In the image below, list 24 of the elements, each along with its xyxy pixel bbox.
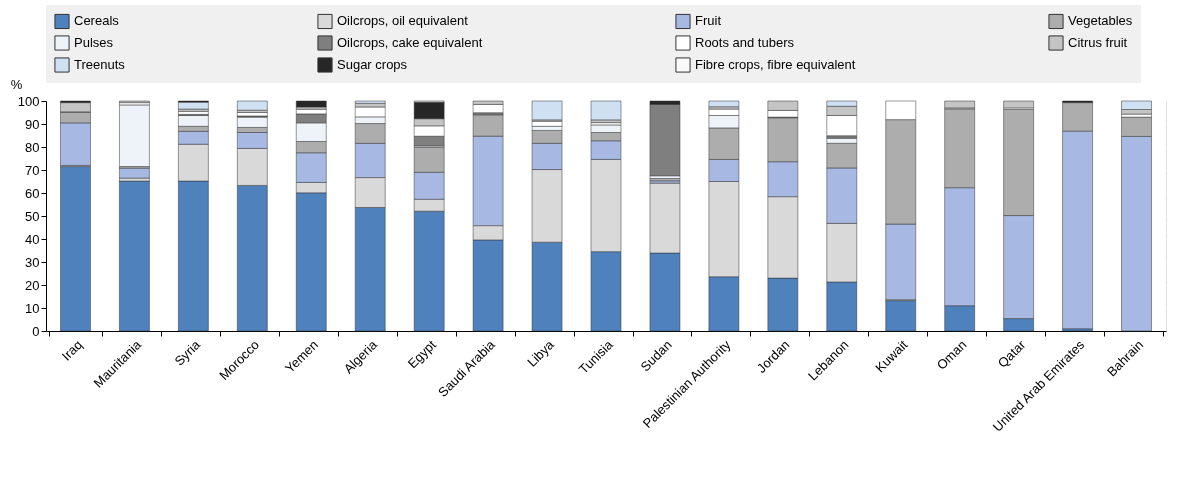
y-tick-label: 90 [25, 116, 40, 132]
legend-label: Cereals [74, 13, 120, 29]
legend-label: Oilcrops, oil equivalent [337, 13, 469, 29]
legend-label: Sugar crops [337, 57, 408, 72]
y-tick-label: 100 [17, 93, 40, 109]
legend-label: Oilcrops, cake equivalent [337, 35, 483, 50]
legend-label: Citrus fruit [1068, 35, 1128, 50]
legend-label: Fruit [695, 13, 722, 29]
y-tick-label: 40 [25, 231, 40, 247]
y-tick-label: 10 [25, 300, 40, 316]
x-tick-label: Iraq [58, 337, 86, 364]
legend-label: Vegetables [1068, 13, 1133, 29]
legend-label: Fibre crops, fibre equivalent [695, 57, 856, 72]
y-tick-label: 0 [32, 323, 40, 339]
y-tick-label: 70 [25, 162, 40, 178]
y-tick-label: 30 [25, 254, 40, 270]
legend-label: Pulses [74, 35, 114, 50]
y-tick-label: 50 [25, 208, 40, 224]
legend-label: Roots and tubers [695, 35, 795, 50]
y-tick-label: 80 [25, 139, 40, 155]
y-axis-title: % [10, 76, 23, 92]
y-tick-label: 20 [25, 277, 40, 293]
y-tick-label: 60 [25, 185, 40, 201]
legend-label: Treenuts [74, 57, 126, 72]
